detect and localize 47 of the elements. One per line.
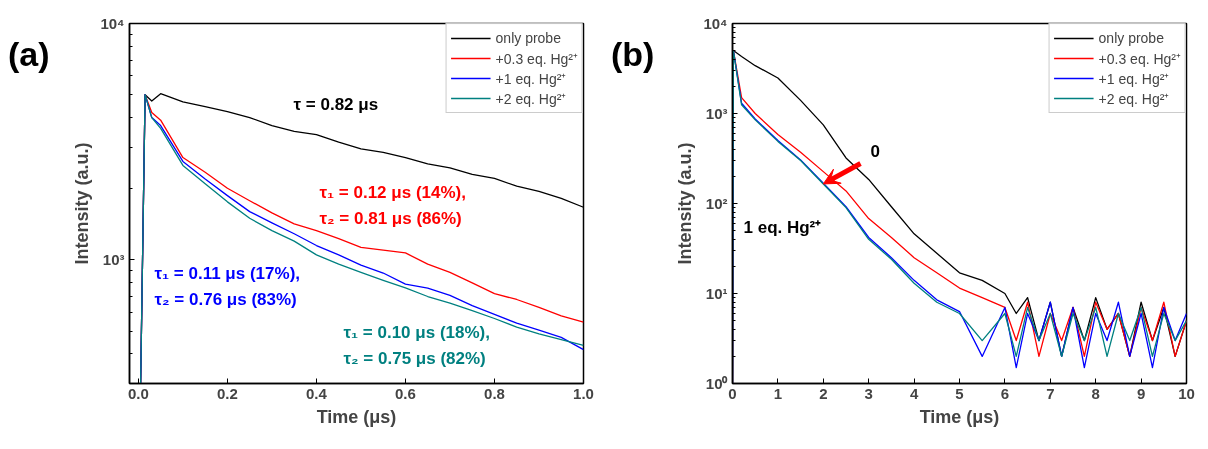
x-tick-label: 0.4 — [306, 384, 328, 402]
annotation: τ₁ = 0.10 μs (18%), — [343, 323, 490, 342]
annotation: 0 — [870, 141, 880, 161]
y-tick-label: 10³ — [705, 105, 728, 122]
x-tick-label: 10 — [1178, 384, 1195, 402]
annotation: τ₁ = 0.11 μs (17%), — [154, 264, 301, 283]
legend-label: +1 eq. Hg²⁺ — [1098, 69, 1170, 88]
x-tick-label: 0.0 — [127, 384, 149, 402]
y-tick-label: 10² — [705, 195, 728, 212]
legend-label: +0.3 eq. Hg²⁺ — [1098, 49, 1181, 68]
x-axis-title: Time (μs) — [316, 406, 397, 427]
x-tick-label: 0.2 — [217, 384, 238, 402]
x-tick-label: 4 — [909, 384, 919, 402]
x-tick-label: 6 — [1000, 384, 1010, 402]
annotation: τ₁ = 0.12 μs (14%), — [319, 183, 466, 202]
x-tick-label: 3 — [864, 384, 873, 402]
annotation: τ₂ = 0.81 μs (86%) — [319, 209, 462, 228]
annotation: 1 eq. Hg²⁺ — [743, 218, 822, 237]
y-axis-title: Intensity (a.u.) — [72, 142, 93, 265]
x-tick-label: 0.6 — [395, 384, 416, 402]
x-tick-label: 8 — [1091, 384, 1100, 402]
annotation: τ₂ = 0.76 μs (83%) — [154, 290, 297, 309]
x-tick-label: 0.8 — [484, 384, 505, 402]
annotation: τ = 0.82 μs — [293, 95, 379, 114]
annotation: τ₂ = 0.75 μs (82%) — [343, 349, 486, 368]
legend-label: +2 eq. Hg²⁺ — [1098, 89, 1170, 108]
x-tick-label: 0 — [728, 384, 737, 402]
legend-label: only probe — [495, 30, 561, 46]
legend-label: +0.3 eq. Hg²⁺ — [495, 49, 578, 68]
x-tick-label: 5 — [955, 384, 964, 402]
legend-label: +2 eq. Hg²⁺ — [495, 89, 567, 108]
y-tick-label: 10¹ — [705, 285, 728, 302]
x-tick-label: 1.0 — [573, 384, 594, 402]
x-tick-label: 7 — [1046, 384, 1055, 402]
legend-label: +1 eq. Hg²⁺ — [495, 69, 567, 88]
chart-title: (a) — [8, 34, 50, 75]
y-tick-label: 10⁰ — [705, 375, 729, 392]
y-axis-title: Intensity (a.u.) — [675, 142, 696, 265]
x-axis-title: Time (μs) — [919, 406, 1000, 427]
y-tick-label: 10⁴ — [100, 15, 125, 32]
y-tick-label: 10⁴ — [703, 15, 728, 32]
chart-title: (b) — [611, 34, 655, 75]
y-tick-label: 10³ — [102, 251, 125, 269]
x-tick-label: 9 — [1136, 384, 1146, 402]
x-tick-label: 1 — [773, 384, 783, 402]
x-tick-label: 2 — [819, 384, 828, 402]
legend-label: only probe — [1098, 30, 1164, 46]
